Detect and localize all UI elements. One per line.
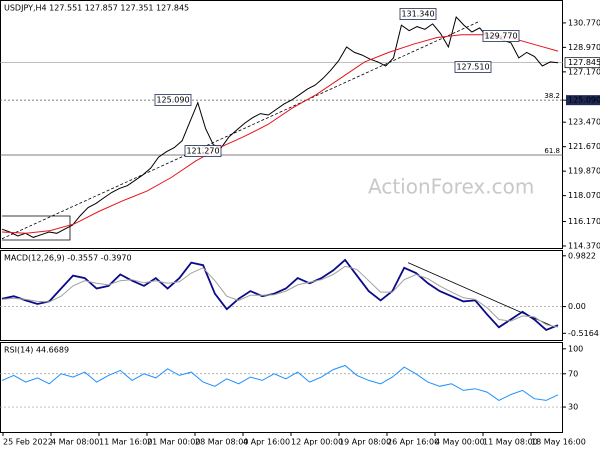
y-tick-label: 116.170 (568, 217, 600, 226)
x-tick-label: 11 May 08:00 (483, 438, 538, 447)
level-tag (566, 95, 600, 106)
x-tick-label: 26 Apr 16:00 (387, 438, 439, 447)
y-tick-label: 130.770 (568, 18, 600, 27)
y-tick-label: 100 (568, 344, 583, 353)
panel-title: RSI(14) 44.6689 (4, 346, 69, 355)
y-tick-label: 123.470 (568, 118, 600, 127)
series-line (1, 16, 559, 238)
y-tick-label: 114.370 (568, 241, 600, 250)
fib-level-label: 61.8 (544, 147, 560, 155)
series-line (1, 364, 559, 401)
price-panel (0, 0, 563, 249)
annotation-label: 125.090 (156, 96, 189, 105)
annotation-label: 131.340 (401, 10, 434, 19)
annotation-box (482, 30, 520, 42)
y-tick-label: 0.9822 (568, 251, 596, 260)
x-tick-label: 4 Mar 08:00 (51, 438, 99, 447)
series-line (1, 34, 559, 234)
x-tick-label: 12 Apr 00:00 (291, 438, 343, 447)
series-line (1, 258, 559, 331)
x-tick-label: 25 Feb 2022 (3, 438, 53, 447)
watermark: ActionForex.com (368, 175, 534, 199)
panel-title: MACD(12,26,9) -0.3557 -0.3970 (4, 254, 132, 263)
x-tick-label: 4 Apr 16:00 (243, 438, 290, 447)
y-tick-label: 0.00 (568, 302, 586, 311)
y-tick-label: 30 (568, 403, 578, 412)
annotation-box (399, 8, 437, 20)
annotation-box (454, 61, 492, 73)
y-tick-label: 118.070 (568, 191, 600, 200)
x-tick-label: 21 Mar 00:00 (147, 438, 200, 447)
price-tag (564, 57, 600, 69)
annotation-box (154, 94, 192, 106)
fib-level-label: 38.2 (544, 92, 560, 100)
annotation-label: 121.270 (186, 147, 219, 156)
price-tag-label: 127.845 (568, 58, 600, 67)
annotation-label: 127.510 (456, 63, 489, 72)
trend-line (1, 20, 481, 240)
y-tick-label: -0.5164 (568, 329, 599, 338)
y-tick-label: 127.170 (568, 67, 600, 76)
y-tick-label: 121.670 (568, 142, 600, 151)
y-tick-label: 125.090 (568, 96, 600, 105)
y-tick-label: 119.870 (568, 167, 600, 176)
macd-panel (0, 250, 563, 341)
annotation-label: 129.770 (484, 32, 517, 41)
y-tick-label: 70 (568, 369, 578, 378)
x-tick-label: 28 Mar 08:00 (195, 438, 248, 447)
x-tick-label: 18 May 16:00 (531, 438, 586, 447)
series-line (1, 265, 559, 328)
x-tick-label: 11 Mar 16:00 (99, 438, 152, 447)
panel-title: USDJPY,H4 127.551 127.857 127.351 127.84… (4, 4, 189, 13)
rsi-panel (0, 342, 563, 433)
channel-box (2, 215, 71, 241)
annotation-box (184, 145, 222, 157)
x-tick-label: 4 May 00:00 (435, 438, 485, 447)
x-tick-label: 19 Apr 08:00 (339, 438, 391, 447)
y-tick-label: 128.970 (568, 43, 600, 52)
